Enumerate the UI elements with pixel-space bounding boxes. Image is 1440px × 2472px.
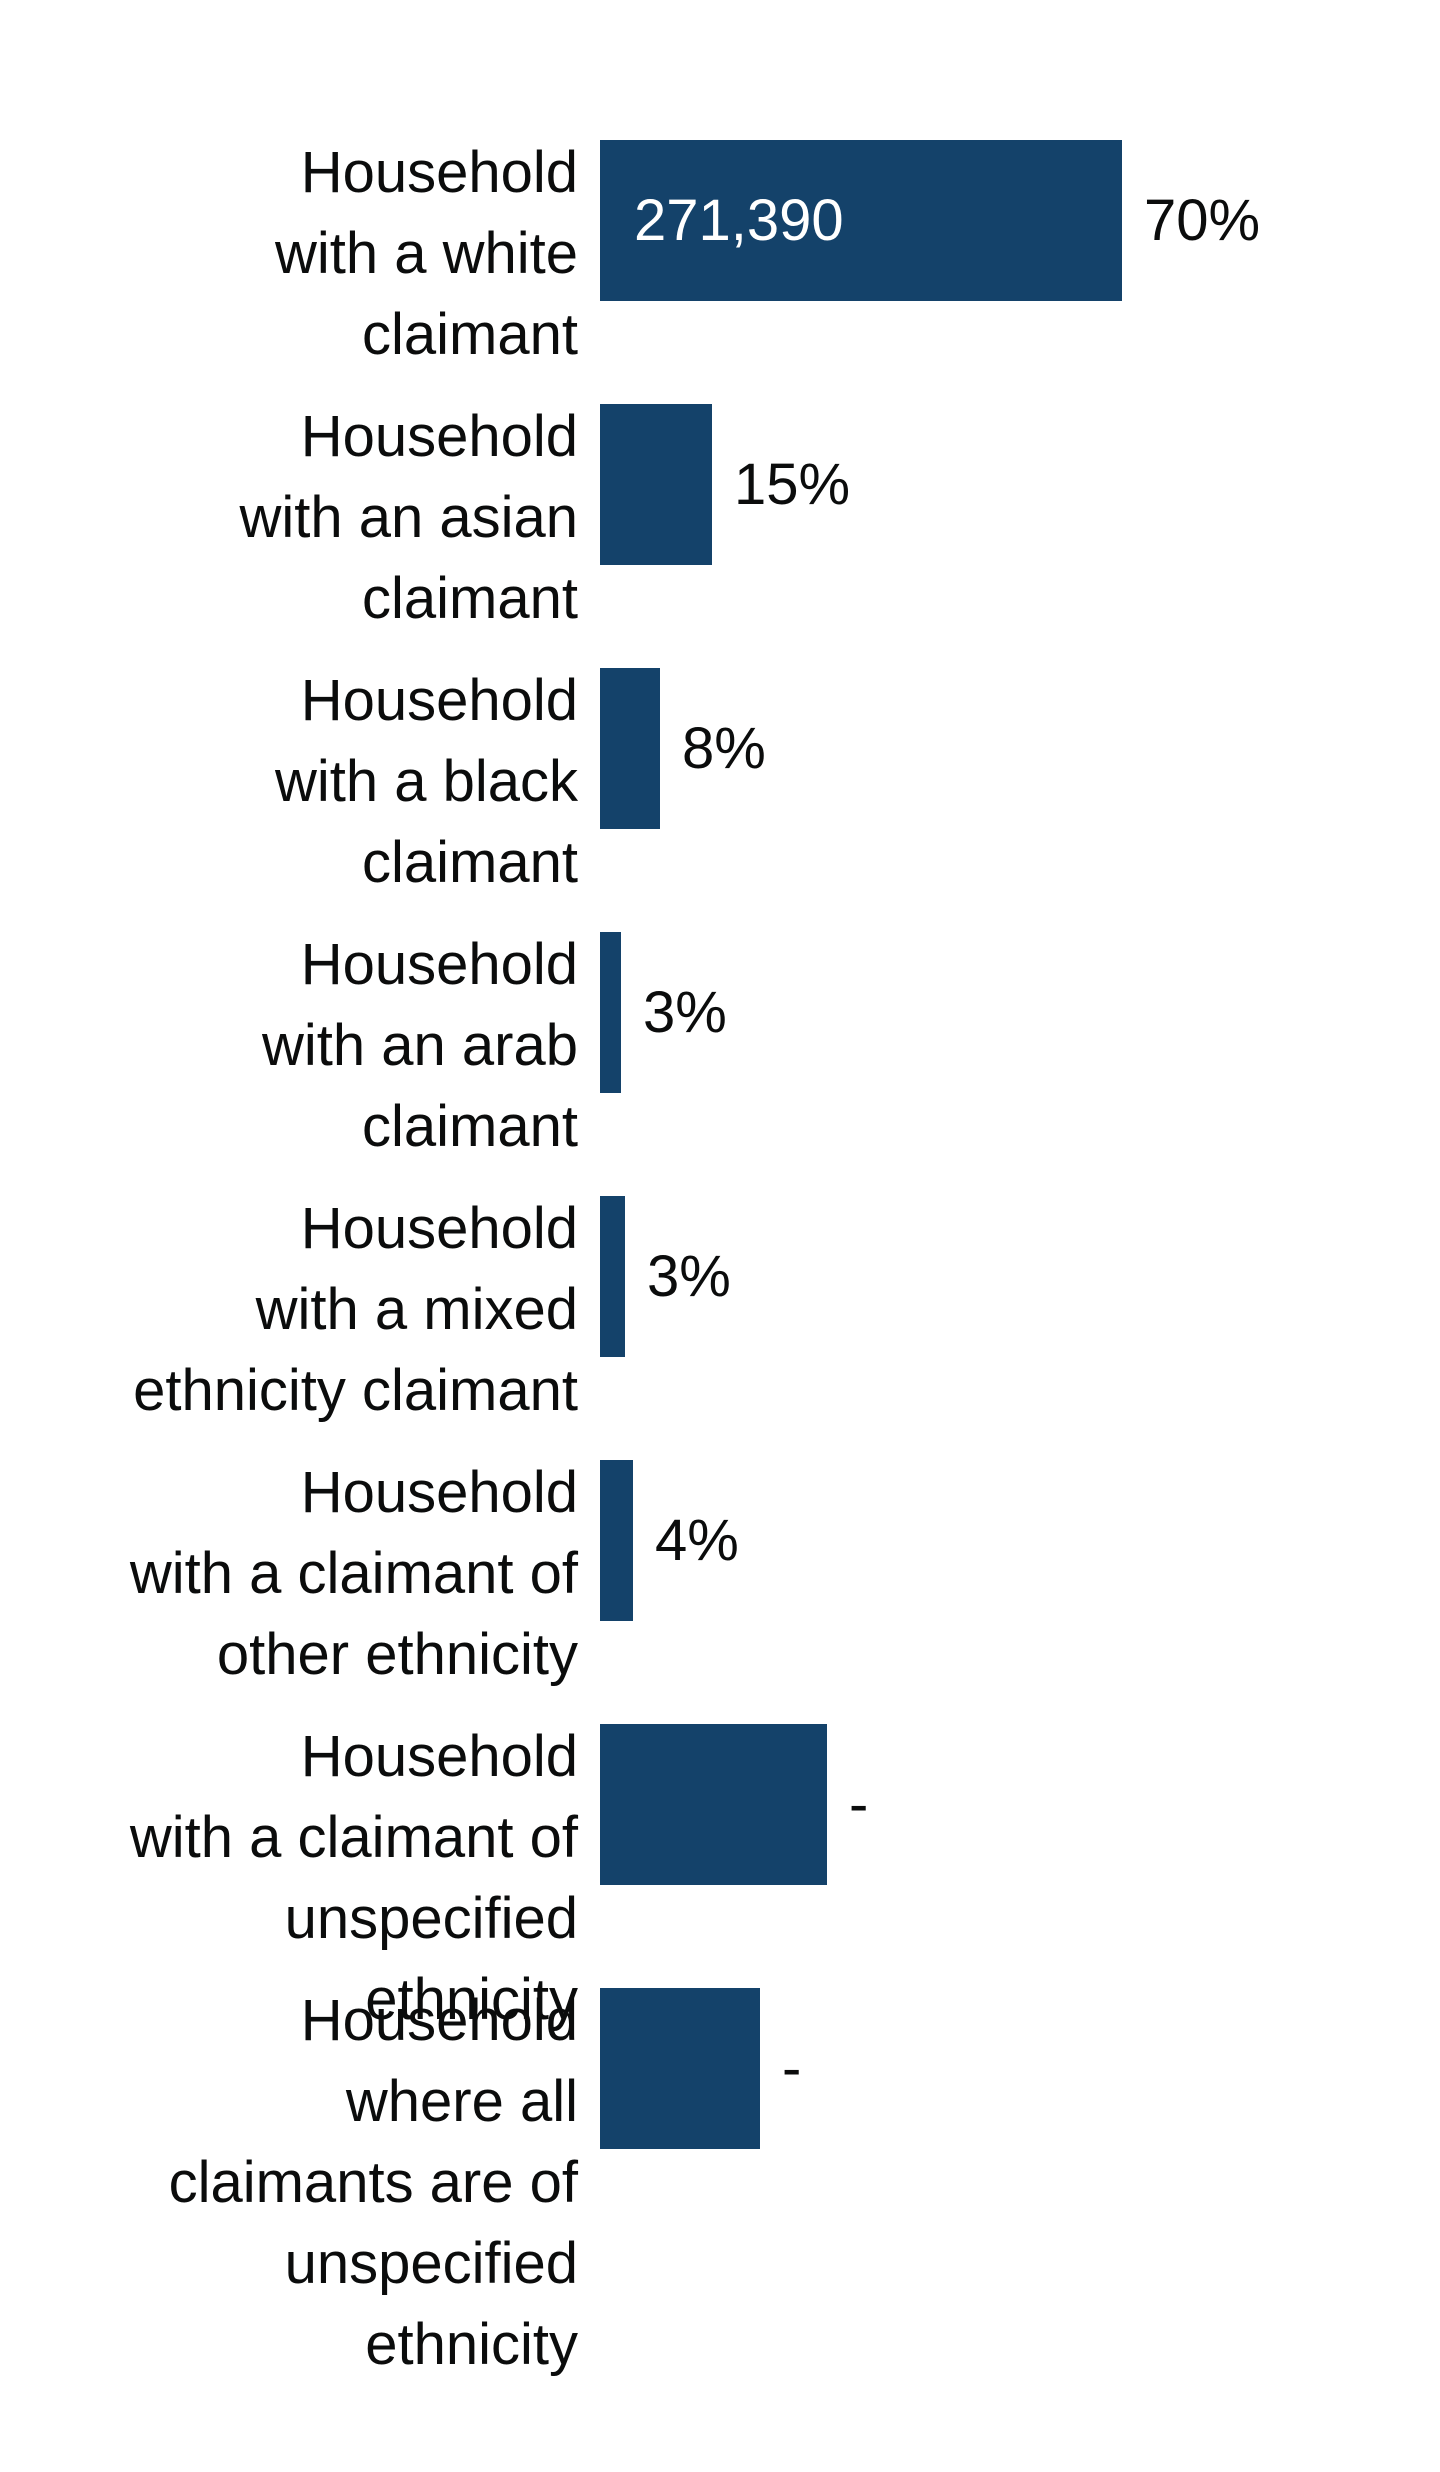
category-label: Household with an asian claimant <box>239 404 578 631</box>
bar <box>600 140 1122 301</box>
category-label: Household with an arab claimant <box>262 932 578 1159</box>
category-label: Household with a mixed ethnicity claiman… <box>133 1196 578 1423</box>
category-label: Household with a claimant of other ethni… <box>129 1460 578 1687</box>
bar-percent-label: 70% <box>1144 188 1261 253</box>
bar-percent-label: - <box>849 1772 869 1837</box>
category-label: Household where all claimants are of uns… <box>168 1988 578 2377</box>
bar <box>600 1988 760 2149</box>
bar <box>600 1724 827 1885</box>
bar-percent-label: 15% <box>734 452 851 517</box>
category-label: Household with a white claimant <box>274 140 578 367</box>
bar-percent-label: 4% <box>655 1508 739 1573</box>
bar-percent-label: 3% <box>643 980 727 1045</box>
bar-percent-label: 3% <box>647 1244 731 1309</box>
bar-count-label: 271,390 <box>634 188 844 253</box>
bar <box>600 932 621 1093</box>
bar-percent-label: 8% <box>682 716 766 781</box>
bar-percent-label: - <box>782 2036 802 2101</box>
category-label: Household with a black claimant <box>274 668 578 895</box>
bar <box>600 404 712 565</box>
bar <box>600 1460 633 1621</box>
category-label: Household with a claimant of unspecified… <box>129 1724 578 2032</box>
bar <box>600 668 660 829</box>
bar <box>600 1196 625 1357</box>
